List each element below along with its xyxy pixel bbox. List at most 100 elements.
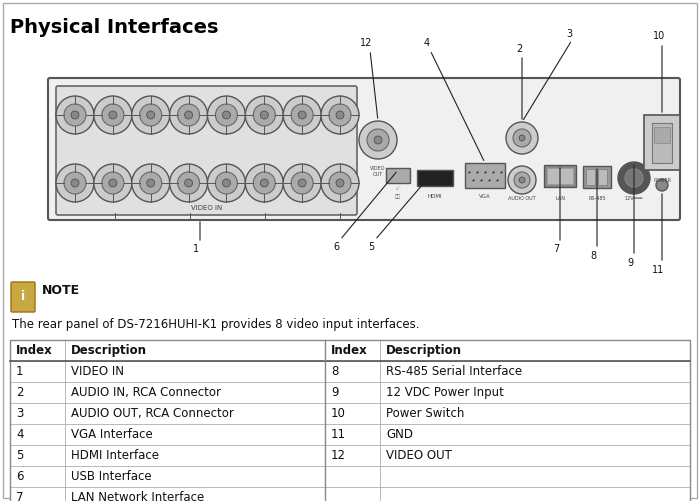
Circle shape <box>64 104 86 126</box>
FancyBboxPatch shape <box>48 78 680 220</box>
Circle shape <box>109 111 117 119</box>
Circle shape <box>260 179 268 187</box>
Circle shape <box>321 96 359 134</box>
Bar <box>380 487 690 501</box>
Circle shape <box>336 179 344 187</box>
Circle shape <box>508 166 536 194</box>
Circle shape <box>169 164 208 202</box>
Circle shape <box>216 172 237 194</box>
Bar <box>10 361 65 382</box>
Text: VIDEO IN: VIDEO IN <box>71 365 124 378</box>
Bar <box>10 466 65 487</box>
Circle shape <box>94 96 132 134</box>
Bar <box>380 445 690 466</box>
Circle shape <box>109 179 117 187</box>
Bar <box>10 424 65 445</box>
Circle shape <box>513 129 531 147</box>
Bar <box>380 361 690 382</box>
Bar <box>65 445 325 466</box>
Bar <box>380 382 690 403</box>
FancyBboxPatch shape <box>56 86 357 215</box>
Bar <box>325 487 380 501</box>
Circle shape <box>253 104 275 126</box>
Circle shape <box>132 96 169 134</box>
Circle shape <box>178 172 200 194</box>
Circle shape <box>147 179 155 187</box>
Text: Description: Description <box>71 344 147 357</box>
Text: 1: 1 <box>193 244 199 254</box>
Circle shape <box>336 111 344 119</box>
Circle shape <box>245 96 284 134</box>
Bar <box>583 166 611 188</box>
Text: 12: 12 <box>360 38 372 48</box>
Bar <box>586 169 595 185</box>
Bar <box>652 123 672 163</box>
Circle shape <box>321 164 359 202</box>
Circle shape <box>56 96 94 134</box>
Bar <box>325 361 380 382</box>
Circle shape <box>291 104 313 126</box>
Bar <box>65 424 325 445</box>
Bar <box>65 340 325 361</box>
Text: 11: 11 <box>331 428 346 441</box>
Circle shape <box>132 164 169 202</box>
Circle shape <box>625 169 643 187</box>
Text: The rear panel of DS-7216HUHI-K1 provides 8 video input interfaces.: The rear panel of DS-7216HUHI-K1 provide… <box>12 318 419 331</box>
Circle shape <box>216 104 237 126</box>
Circle shape <box>207 96 246 134</box>
Circle shape <box>359 121 397 159</box>
Bar <box>10 382 65 403</box>
Bar <box>325 382 380 403</box>
Text: Physical Interfaces: Physical Interfaces <box>10 18 218 37</box>
Circle shape <box>71 179 79 187</box>
Text: RS-485: RS-485 <box>588 196 606 201</box>
Circle shape <box>283 164 321 202</box>
Bar <box>10 403 65 424</box>
Text: 9: 9 <box>627 258 633 268</box>
Bar <box>465 163 505 188</box>
Bar <box>380 466 690 487</box>
Bar <box>380 340 690 361</box>
Text: RS-485 Serial Interface: RS-485 Serial Interface <box>386 365 522 378</box>
Circle shape <box>140 172 162 194</box>
Circle shape <box>56 164 94 202</box>
Bar <box>417 170 453 186</box>
Bar <box>10 445 65 466</box>
Bar <box>325 403 380 424</box>
Circle shape <box>223 179 230 187</box>
Text: Index: Index <box>331 344 368 357</box>
Bar <box>644 115 680 170</box>
Text: ⷀⷀ: ⷀⷀ <box>395 194 401 199</box>
Text: 6: 6 <box>16 470 24 483</box>
Circle shape <box>656 179 668 191</box>
Bar <box>547 168 573 184</box>
Text: 10: 10 <box>653 31 665 41</box>
Bar <box>386 168 410 183</box>
Text: NOTE: NOTE <box>42 284 80 297</box>
Circle shape <box>374 136 382 144</box>
Circle shape <box>329 172 351 194</box>
Bar <box>65 382 325 403</box>
Circle shape <box>519 177 525 183</box>
Text: VGA Interface: VGA Interface <box>71 428 153 441</box>
Bar <box>654 127 670 143</box>
Circle shape <box>506 122 538 154</box>
Circle shape <box>514 172 530 188</box>
Circle shape <box>64 172 86 194</box>
Text: 9: 9 <box>331 386 339 399</box>
Text: GND: GND <box>386 428 413 441</box>
Text: 12V═══: 12V═══ <box>625 196 643 201</box>
Text: AUDIO IN, RCA Connector: AUDIO IN, RCA Connector <box>71 386 221 399</box>
Text: Description: Description <box>386 344 462 357</box>
Bar <box>325 466 380 487</box>
Text: 7: 7 <box>553 244 559 254</box>
Circle shape <box>291 172 313 194</box>
Text: AUDIO OUT: AUDIO OUT <box>508 196 536 201</box>
Circle shape <box>102 104 124 126</box>
Text: HDMI: HDMI <box>428 194 442 199</box>
Text: 5: 5 <box>16 449 23 462</box>
Circle shape <box>618 162 650 194</box>
Text: USB Interface: USB Interface <box>71 470 152 483</box>
Bar <box>65 361 325 382</box>
Bar <box>598 169 607 185</box>
